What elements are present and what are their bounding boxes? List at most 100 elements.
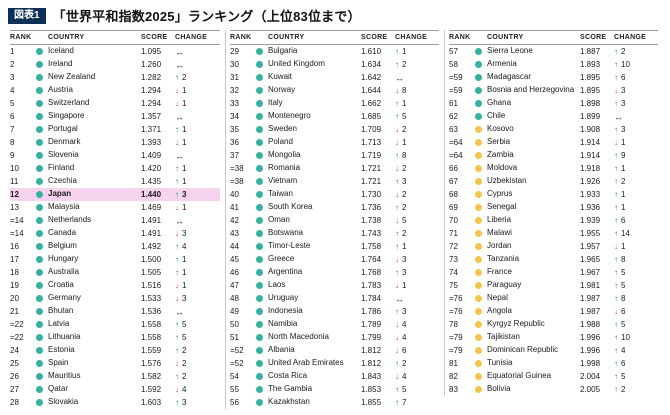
change-up-arrow-icon: ↑	[614, 151, 618, 160]
rank-cell: 20	[10, 294, 19, 303]
score-cell: 1.282	[141, 73, 162, 82]
change-cell: ↔	[175, 60, 220, 70]
rank-cell: 58	[449, 60, 458, 69]
table-row: =76 Nepal 1.987 ↑ 8	[449, 292, 658, 305]
rank-cell: 29	[230, 47, 239, 56]
score-cell: 1.914	[580, 138, 601, 147]
change-up-arrow-icon: ↑	[175, 125, 179, 134]
table-row: =79 Dominican Republic 1.996 ↑ 4	[449, 344, 658, 357]
table-row-highlighted: 12 Japan 1.440 ↑ 3	[10, 188, 220, 201]
change-up-arrow-icon: ↑	[175, 190, 179, 199]
table-row: 8 Denmark 1.393 ↓ 1	[10, 136, 220, 149]
table-row: 45 Greece 1.764 ↓ 3	[230, 253, 439, 266]
change-up-arrow-icon: ↑	[395, 385, 399, 394]
tier-dot-wrap	[475, 243, 487, 250]
change-down-arrow-icon: ↓	[175, 229, 179, 238]
change-cell: ↓ 3	[614, 86, 658, 95]
table-row: 17 Hungary 1.500 ↑ 1	[10, 253, 220, 266]
peace-tier-dot-icon	[475, 113, 482, 120]
peace-tier-dot-icon	[475, 61, 482, 68]
country-cell: Tunisia	[487, 358, 513, 368]
table-row: 81 Tunisia 1.998 ↑ 6	[449, 357, 658, 370]
change-up-arrow-icon: ↑	[175, 320, 179, 329]
score-cell: 1.998	[580, 359, 601, 368]
peace-tier-dot-icon	[475, 321, 482, 328]
tier-dot-wrap	[475, 282, 487, 289]
table-row: 48 Uruguay 1.784 ↔	[230, 292, 439, 305]
peace-tier-dot-icon	[475, 74, 482, 81]
change-up-arrow-icon: ↑	[175, 164, 179, 173]
country-cell: Estonia	[48, 345, 75, 355]
peace-tier-dot-icon	[475, 178, 482, 185]
country-cell: New Zealand	[48, 72, 96, 82]
country-cell: Finland	[48, 163, 75, 173]
change-value: 1	[621, 203, 626, 212]
change-value: 2	[621, 385, 626, 394]
column-header-rank: RANK	[10, 34, 32, 41]
peace-tier-dot-icon	[475, 308, 482, 315]
change-up-arrow-icon: ↑	[614, 268, 618, 277]
tier-dot-wrap	[256, 230, 268, 237]
table-row: =14 Netherlands 1.491 ↔	[10, 214, 220, 227]
tier-dot-wrap	[36, 373, 48, 380]
rank-cell: 19	[10, 281, 19, 290]
change-value: 8	[402, 151, 407, 160]
change-value: 9	[621, 151, 626, 160]
change-up-arrow-icon: ↑	[614, 281, 618, 290]
change-cell: ↑ 2	[614, 47, 658, 56]
change-cell: ↑ 8	[395, 151, 439, 160]
peace-tier-dot-icon	[475, 204, 482, 211]
tier-dot-wrap	[256, 48, 268, 55]
rank-cell: 73	[449, 255, 458, 264]
column-header-change: CHANGE	[395, 34, 428, 41]
change-cell: ↑ 14	[614, 229, 658, 238]
country-cell: Sweden	[268, 124, 297, 134]
tier-dot-wrap	[36, 399, 48, 406]
score-cell: 1.987	[580, 307, 601, 316]
rank-cell: =22	[10, 333, 24, 342]
country-cell: Moldova	[487, 163, 518, 173]
peace-tier-dot-icon	[475, 217, 482, 224]
change-value: 2	[402, 229, 407, 238]
change-value: 5	[182, 320, 187, 329]
score-cell: 1.784	[361, 294, 382, 303]
tier-dot-wrap	[475, 152, 487, 159]
peace-tier-dot-icon	[256, 308, 263, 315]
score-cell: 1.721	[361, 164, 382, 173]
change-down-arrow-icon: ↓	[395, 138, 399, 147]
change-value: 3	[182, 190, 187, 199]
change-cell: ↑ 9	[614, 151, 658, 160]
column-header-change: CHANGE	[614, 34, 647, 41]
tier-dot-wrap	[36, 178, 48, 185]
change-down-arrow-icon: ↓	[175, 138, 179, 147]
score-cell: 1.939	[580, 216, 601, 225]
score-cell: 1.957	[580, 242, 601, 251]
tier-dot-wrap	[36, 191, 48, 198]
rank-cell: =14	[10, 229, 24, 238]
change-same-arrow-icon: ↔	[175, 59, 184, 70]
change-cell: ↑ 6	[614, 216, 658, 225]
change-value: 3	[621, 99, 626, 108]
country-cell: Latvia	[48, 319, 70, 329]
change-cell: ↓ 4	[175, 385, 220, 394]
country-cell: Vietnam	[268, 176, 298, 186]
rank-cell: 26	[10, 372, 19, 381]
change-value: 5	[402, 216, 407, 225]
peace-tier-dot-icon	[36, 334, 43, 341]
table-row: 5 Switzerland 1.294 ↓ 1	[10, 97, 220, 110]
rank-cell: =59	[449, 86, 463, 95]
rank-cell: 74	[449, 268, 458, 277]
score-cell: 1.435	[141, 177, 162, 186]
tier-dot-wrap	[256, 243, 268, 250]
change-value: 2	[182, 359, 187, 368]
change-cell: ↑ 3	[395, 268, 439, 277]
change-cell: ↑ 2	[175, 372, 220, 381]
rank-cell: 3	[10, 73, 15, 82]
ranking-table-1: RANK COUNTRY SCORE CHANGE 1 Iceland 1.095 ↔ 2 Ire…	[6, 30, 225, 409]
ranking-tables: RANK COUNTRY SCORE CHANGE 1 Iceland 1.095 ↔ 2 Ire…	[6, 30, 664, 409]
table-row: =64 Zambia 1.914 ↑ 9	[449, 149, 658, 162]
rank-cell: 9	[10, 151, 15, 160]
table-row: 26 Mauritius 1.582 ↑ 2	[10, 370, 220, 383]
country-cell: Laos	[268, 280, 286, 290]
tier-dot-wrap	[256, 360, 268, 367]
